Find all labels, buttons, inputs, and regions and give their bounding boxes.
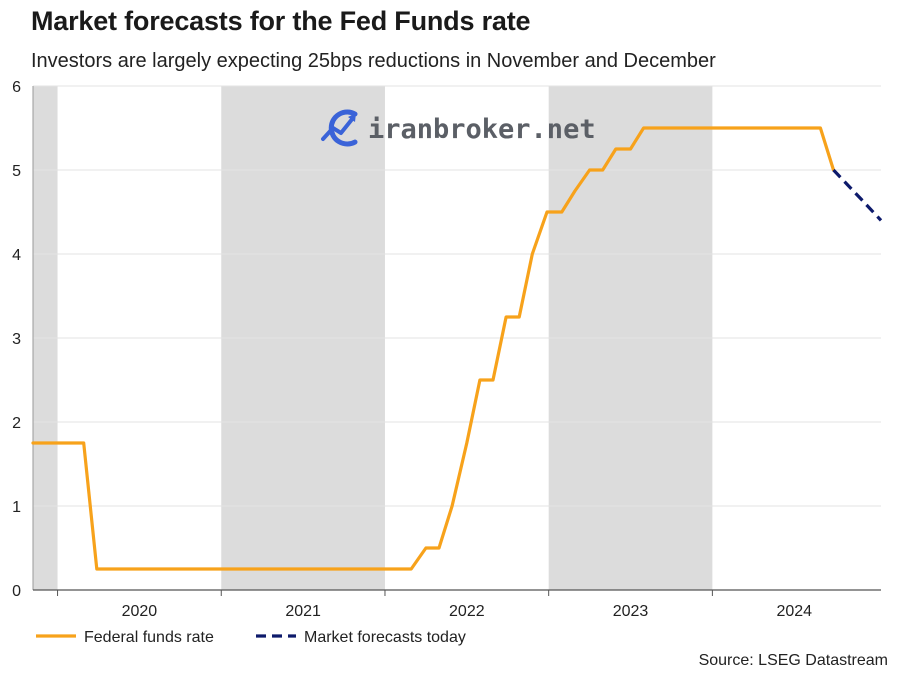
chart-title: Market forecasts for the Fed Funds rate — [31, 6, 531, 36]
x-tick-label: 2021 — [285, 603, 321, 620]
watermark-text: iranbroker.net — [368, 114, 596, 145]
x-tick-label: 2022 — [449, 603, 485, 620]
y-tick-label: 2 — [12, 415, 21, 432]
data-series — [31, 126, 883, 571]
x-tick-label: 2020 — [122, 603, 158, 620]
y-tick-label: 6 — [12, 79, 21, 96]
y-tick-label: 1 — [12, 499, 21, 516]
legend-label-market-forecasts: Market forecasts today — [304, 629, 466, 646]
axes — [32, 86, 881, 591]
x-tick-label: 2024 — [776, 603, 812, 620]
watermark: iranbroker.net — [321, 109, 596, 147]
chart-subtitle: Investors are largely expecting 25bps re… — [31, 50, 716, 72]
chart-growth-icon — [321, 109, 358, 147]
legend-label-federal-funds-rate: Federal funds rate — [84, 629, 214, 646]
x-tick-label: 2023 — [613, 603, 649, 620]
y-tick-label: 5 — [12, 163, 21, 180]
federal-funds-rate-line — [31, 126, 836, 571]
market-forecast-line — [832, 168, 883, 222]
legend: Federal funds rate Market forecasts today — [36, 629, 466, 646]
y-tick-label: 3 — [12, 331, 21, 348]
axis-ticks: 0 1 2 3 4 5 6 2020 2021 2022 2023 2024 — [12, 79, 812, 620]
grid-lines — [33, 85, 881, 507]
y-tick-label: 4 — [12, 247, 21, 264]
y-tick-label: 0 — [12, 583, 21, 600]
source-note: Source: LSEG Datastream — [698, 652, 888, 669]
